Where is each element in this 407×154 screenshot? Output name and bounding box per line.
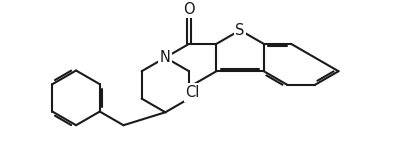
Text: O: O: [183, 2, 195, 16]
Text: N: N: [160, 50, 171, 65]
Text: S: S: [235, 23, 245, 38]
Text: Cl: Cl: [186, 85, 200, 100]
